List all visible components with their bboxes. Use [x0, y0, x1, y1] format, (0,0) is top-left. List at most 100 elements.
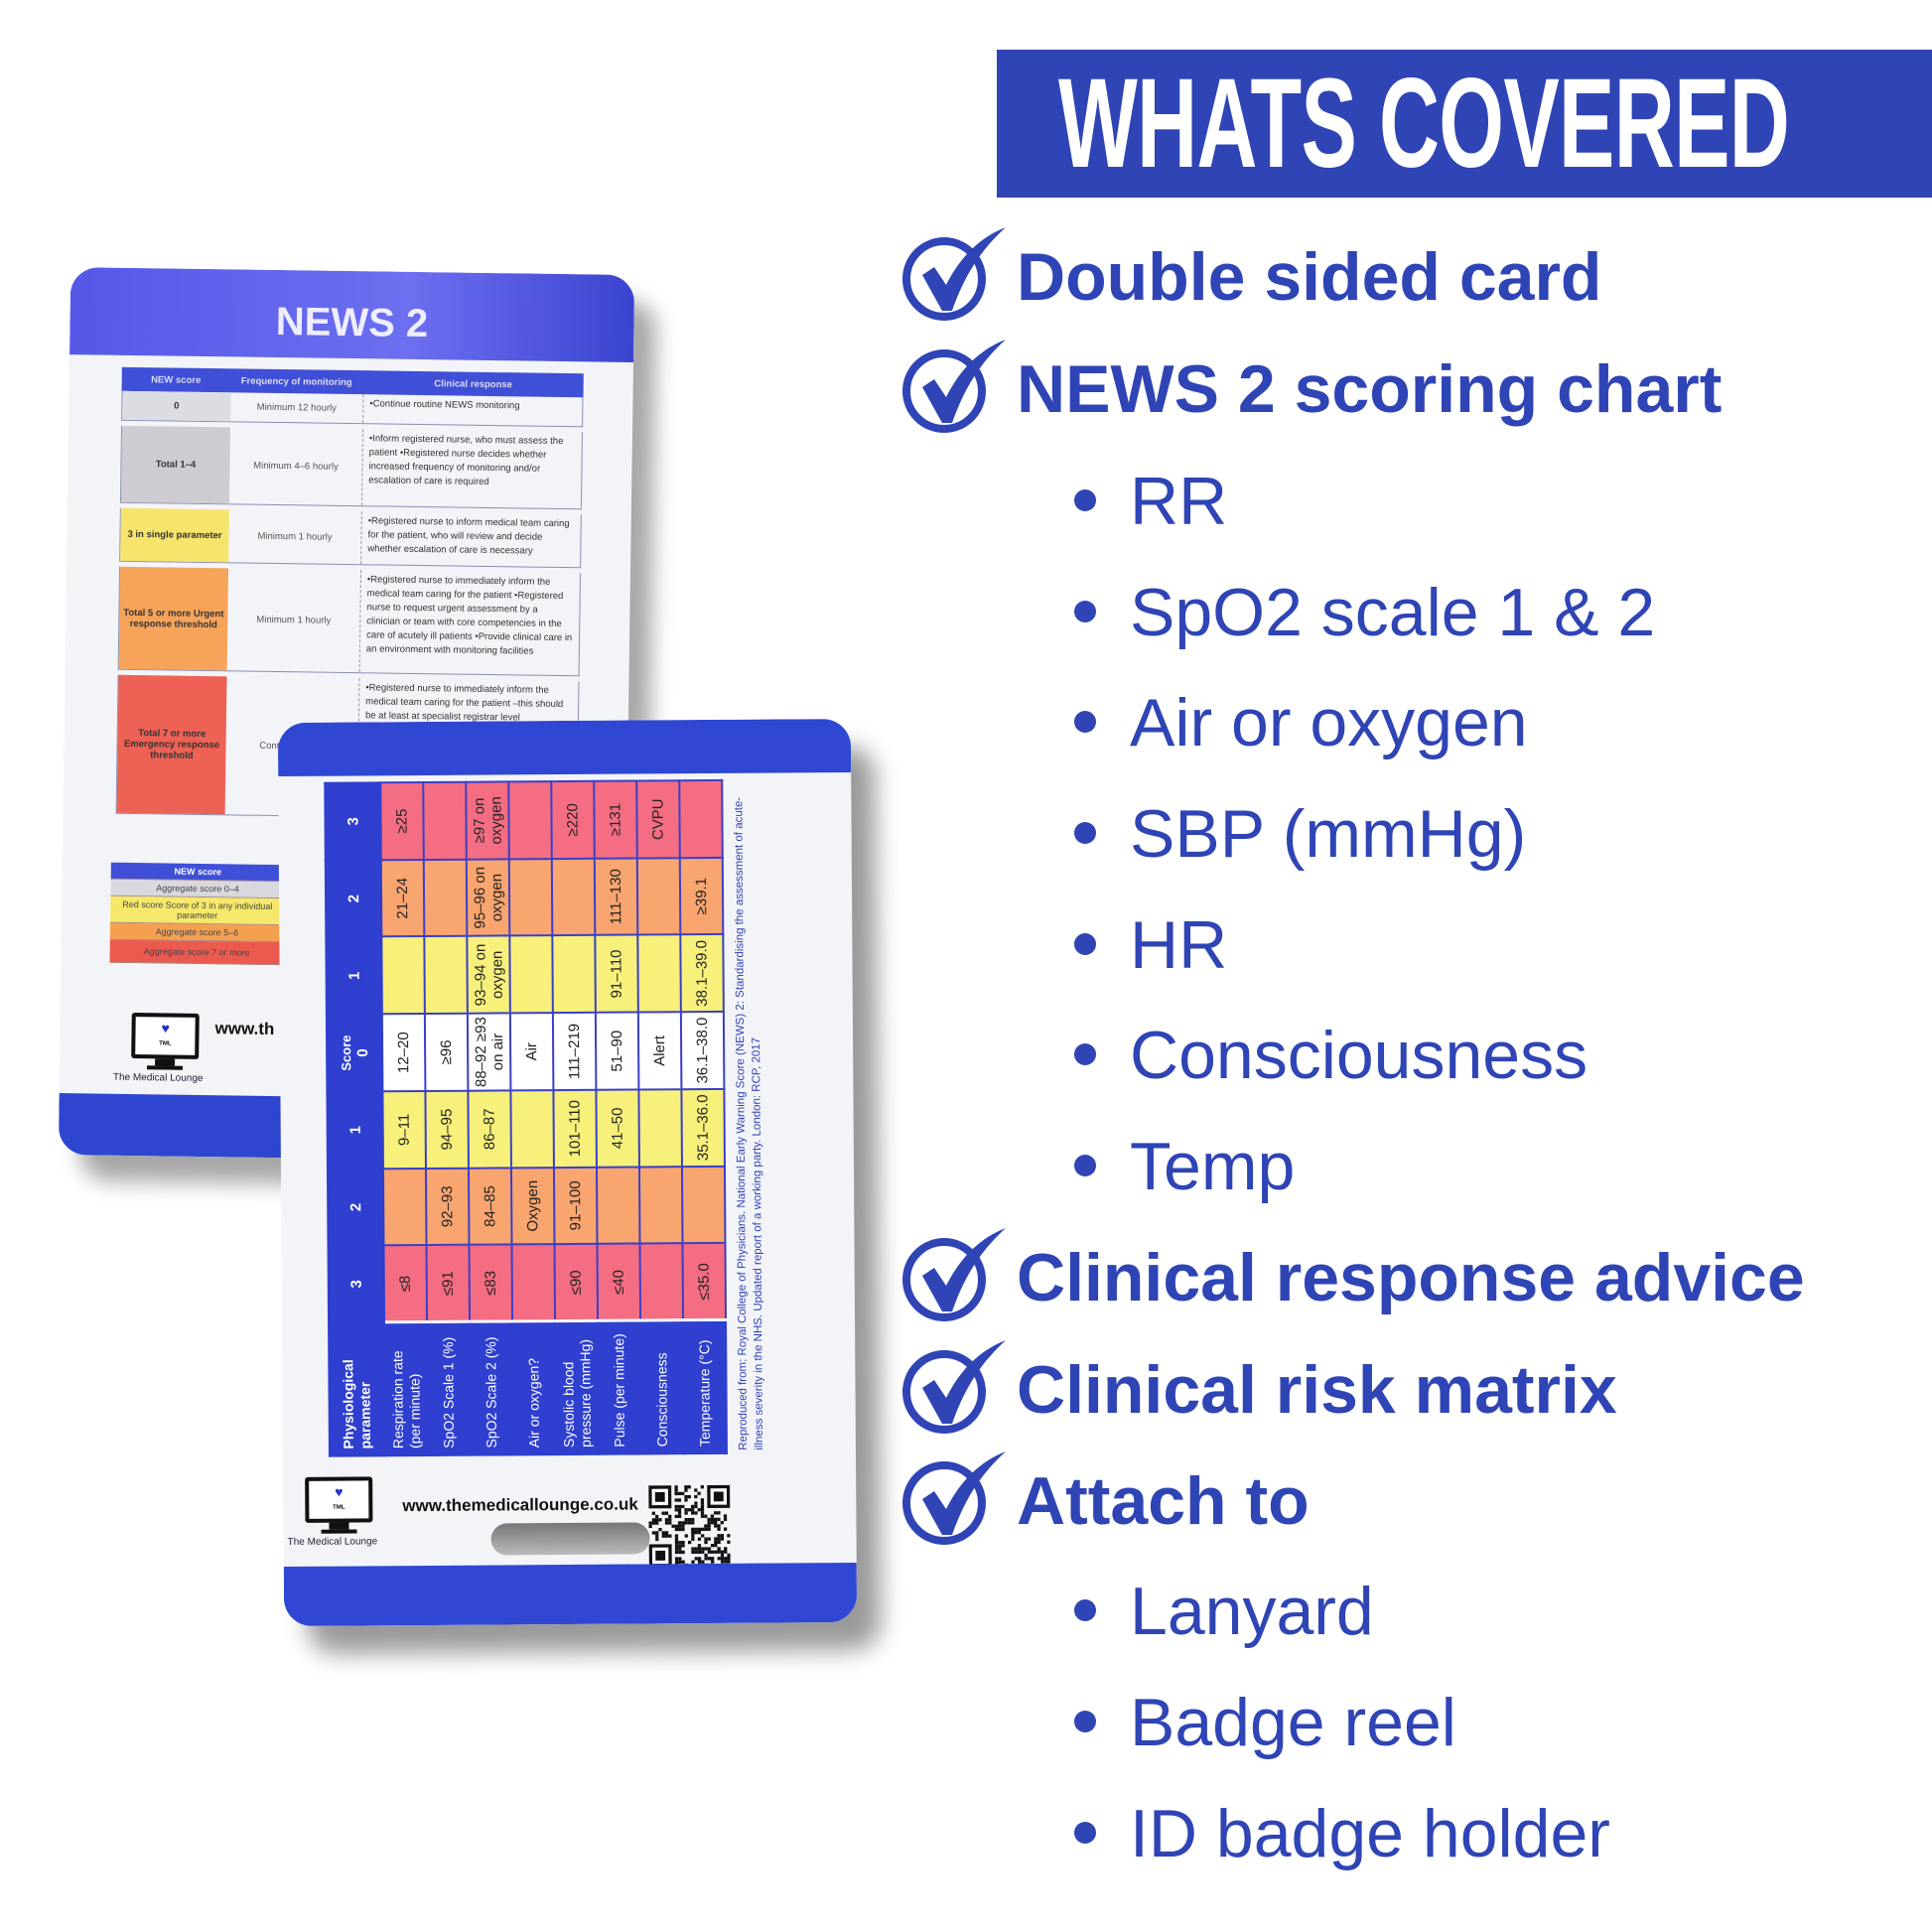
- bullet-icon: [1074, 933, 1096, 956]
- score-cell: 36.1–38.0: [680, 1012, 725, 1090]
- response-cell: •Inform registered nurse, who must asses…: [368, 433, 564, 487]
- feature-label: NEWS 2 scoring chart: [1017, 351, 1723, 427]
- parameter-label: Consciousness: [640, 1320, 684, 1454]
- score-cell: Oxygen: [510, 1167, 555, 1245]
- score-cell: Total 5 or more Urgent response threshol…: [118, 566, 229, 671]
- score-cell: ≤35.0: [682, 1243, 727, 1321]
- header-cell: Frequency of monitoring: [240, 374, 352, 388]
- score-cell: 84–85: [468, 1167, 512, 1245]
- score-cell: ≤90: [554, 1244, 599, 1322]
- brand-name: The Medical Lounge: [112, 1071, 204, 1085]
- score-cell: 38.1–39.0: [680, 934, 724, 1013]
- frequency-cell: Minimum 4–6 hourly: [228, 427, 364, 506]
- parameter-row: Consciousness Alert CVPU: [636, 780, 684, 1454]
- score-cell: [382, 1168, 427, 1246]
- score-cell: Air: [509, 1013, 554, 1091]
- bullet-icon: [1074, 1822, 1096, 1845]
- score-cell: Total 1–4: [120, 425, 231, 504]
- subitem-label: Badge reel: [1130, 1685, 1456, 1760]
- score-cell: 91–100: [553, 1167, 598, 1245]
- score-header: 2: [327, 1168, 384, 1246]
- score-cell: Alert: [637, 1012, 682, 1090]
- score-cell: [679, 779, 723, 858]
- bullet-icon: [1074, 601, 1096, 623]
- feature-subitem: Consciousness: [1074, 1016, 1587, 1095]
- parameter-row: Pulse (per minute) ≤40 41–50 51–90 91–110 111…: [594, 780, 641, 1454]
- feature-item: Attach to: [902, 1451, 1310, 1545]
- heart-icon: ♥: [161, 1020, 171, 1036]
- parameter-label: Respiration rate (per minute): [384, 1321, 428, 1456]
- score-value: 2: [346, 1202, 364, 1212]
- subitem-label: Lanyard: [1130, 1574, 1374, 1649]
- score-cell: ≥220: [551, 780, 595, 859]
- score-value: 1: [346, 1126, 364, 1135]
- card-header-band: [277, 718, 852, 777]
- check-circle-icon: [902, 1451, 1006, 1545]
- score-cell: Total 7 or more Emergency response thres…: [116, 674, 227, 815]
- score-cell: [552, 935, 596, 1014]
- feature-label: Clinical risk matrix: [1017, 1352, 1617, 1428]
- score-cell: 101–110: [553, 1089, 597, 1168]
- score-cell: [509, 935, 553, 1014]
- score-cell: [638, 1089, 682, 1168]
- score-cell: 86–87: [468, 1090, 511, 1169]
- score-cell: [638, 1166, 683, 1244]
- score-cell: [510, 1089, 554, 1168]
- score-header: 3: [328, 1245, 385, 1323]
- frequency-cell: Minimum 1 hourly: [228, 509, 362, 565]
- response-cell: •Registered nurse to immediately inform …: [365, 574, 573, 657]
- risk-key: NEW score Aggregate score 0–4 Red score …: [109, 862, 285, 966]
- qr-code-icon: [648, 1484, 731, 1568]
- score-cell: 95–96 on oxygen: [466, 859, 510, 937]
- score-label: Score: [339, 1035, 354, 1071]
- param-header: Physiological parameter: [329, 1322, 385, 1456]
- score-value: 3: [344, 817, 362, 826]
- logo-text: TML: [159, 1040, 172, 1047]
- score-cell: 51–90: [595, 1012, 639, 1090]
- score-header: 1: [326, 936, 382, 1015]
- feature-label: Clinical response advice: [1017, 1240, 1805, 1315]
- subitem-label: SpO2 scale 1 & 2: [1130, 575, 1656, 650]
- subitem-label: Temp: [1130, 1129, 1296, 1204]
- card-title: NEWS 2: [275, 299, 429, 346]
- parameter-label: Systolic blood pressure (mmHg): [555, 1320, 599, 1455]
- score-cell: ≤8: [383, 1245, 428, 1323]
- monitor-icon: ♥ TML: [305, 1476, 373, 1523]
- parameter-label: Air or oxygen?: [512, 1321, 556, 1455]
- score-header: 2: [325, 860, 382, 938]
- parameter-label: Temperature (°C): [683, 1319, 727, 1454]
- score-cell: [423, 781, 467, 860]
- score-header: 1: [327, 1091, 383, 1170]
- frequency-cell: Minimum 1 hourly: [226, 568, 362, 673]
- score-cell: [423, 859, 468, 937]
- score-cell: 91–110: [595, 934, 638, 1013]
- score-cell: [639, 1243, 684, 1321]
- bullet-icon: [1074, 1711, 1096, 1733]
- score-cell: 0: [122, 390, 231, 422]
- heart-icon: ♥: [335, 1483, 344, 1500]
- score-cell: 21–24: [380, 859, 425, 937]
- score-cell: 12–20: [381, 1014, 426, 1092]
- score-value: 0: [354, 1048, 372, 1057]
- parameter-row: SpO2 Scale 2 (%) ≤83 84–85 86–87 88–92 ≥93 o…: [466, 781, 513, 1455]
- feature-item: NEWS 2 scoring chart: [902, 340, 1723, 433]
- card-footer-band: [283, 1562, 858, 1627]
- front-card: Physiological parameter 3 2 1 Score 0 1 2 3 Res…: [277, 718, 858, 1627]
- feature-subitem: Badge reel: [1074, 1683, 1456, 1762]
- score-cell: 94–95: [425, 1090, 469, 1169]
- score-cell: [424, 936, 468, 1015]
- subitem-label: RR: [1130, 464, 1228, 539]
- check-circle-icon: [902, 227, 1006, 321]
- feature-subitem: Air or oxygen: [1074, 683, 1528, 762]
- score-value: 2: [345, 894, 362, 903]
- parameter-label: SpO2 Scale 1 (%): [427, 1321, 471, 1455]
- banner: WHATS COVERED: [997, 50, 1932, 198]
- score-cell: [508, 781, 552, 860]
- feature-item: Double sided card: [902, 227, 1601, 321]
- feature-subitem: RR: [1074, 462, 1227, 541]
- bullet-icon: [1074, 822, 1096, 845]
- check-circle-icon: [902, 340, 1006, 433]
- feature-label: Attach to: [1017, 1463, 1310, 1539]
- response-cell: •Continue routine NEWS monitoring: [369, 398, 520, 412]
- score-cell: ≥25: [380, 782, 424, 861]
